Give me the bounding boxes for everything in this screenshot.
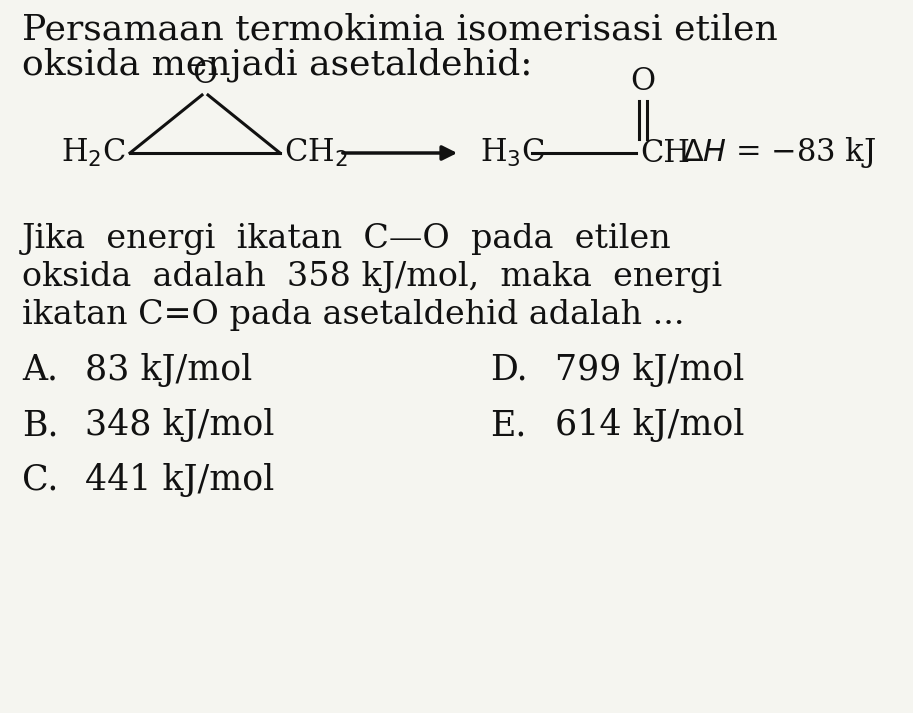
Text: C.: C. bbox=[22, 463, 58, 497]
Text: B.: B. bbox=[22, 408, 58, 442]
Text: Persamaan termokimia isomerisasi etilen: Persamaan termokimia isomerisasi etilen bbox=[22, 13, 778, 47]
Text: $\Delta\mathit{H}$ = −83 kJ: $\Delta\mathit{H}$ = −83 kJ bbox=[682, 135, 876, 170]
Text: Jika  energi  ikatan  C—O  pada  etilen: Jika energi ikatan C—O pada etilen bbox=[22, 223, 672, 255]
Text: A.: A. bbox=[22, 353, 58, 387]
Text: 83 kJ/mol: 83 kJ/mol bbox=[85, 353, 252, 387]
Text: D.: D. bbox=[490, 353, 528, 387]
Text: oksida  adalah  358 kJ/mol,  maka  energi: oksida adalah 358 kJ/mol, maka energi bbox=[22, 261, 722, 293]
Text: E.: E. bbox=[490, 408, 527, 442]
Text: CH$_2$: CH$_2$ bbox=[284, 137, 348, 169]
Text: 348 kJ/mol: 348 kJ/mol bbox=[85, 408, 275, 442]
Text: O: O bbox=[631, 66, 656, 97]
Text: CH: CH bbox=[640, 138, 690, 168]
Text: H$_2$C: H$_2$C bbox=[61, 137, 126, 169]
Text: H$_3$C: H$_3$C bbox=[480, 137, 545, 169]
Text: 799 kJ/mol: 799 kJ/mol bbox=[555, 353, 744, 387]
Text: ikatan C=O pada asetaldehid adalah ...: ikatan C=O pada asetaldehid adalah ... bbox=[22, 299, 685, 331]
Text: O: O bbox=[193, 59, 217, 90]
Text: oksida menjadi asetaldehid:: oksida menjadi asetaldehid: bbox=[22, 48, 532, 83]
Text: 441 kJ/mol: 441 kJ/mol bbox=[85, 463, 274, 497]
Text: 614 kJ/mol: 614 kJ/mol bbox=[555, 408, 744, 442]
